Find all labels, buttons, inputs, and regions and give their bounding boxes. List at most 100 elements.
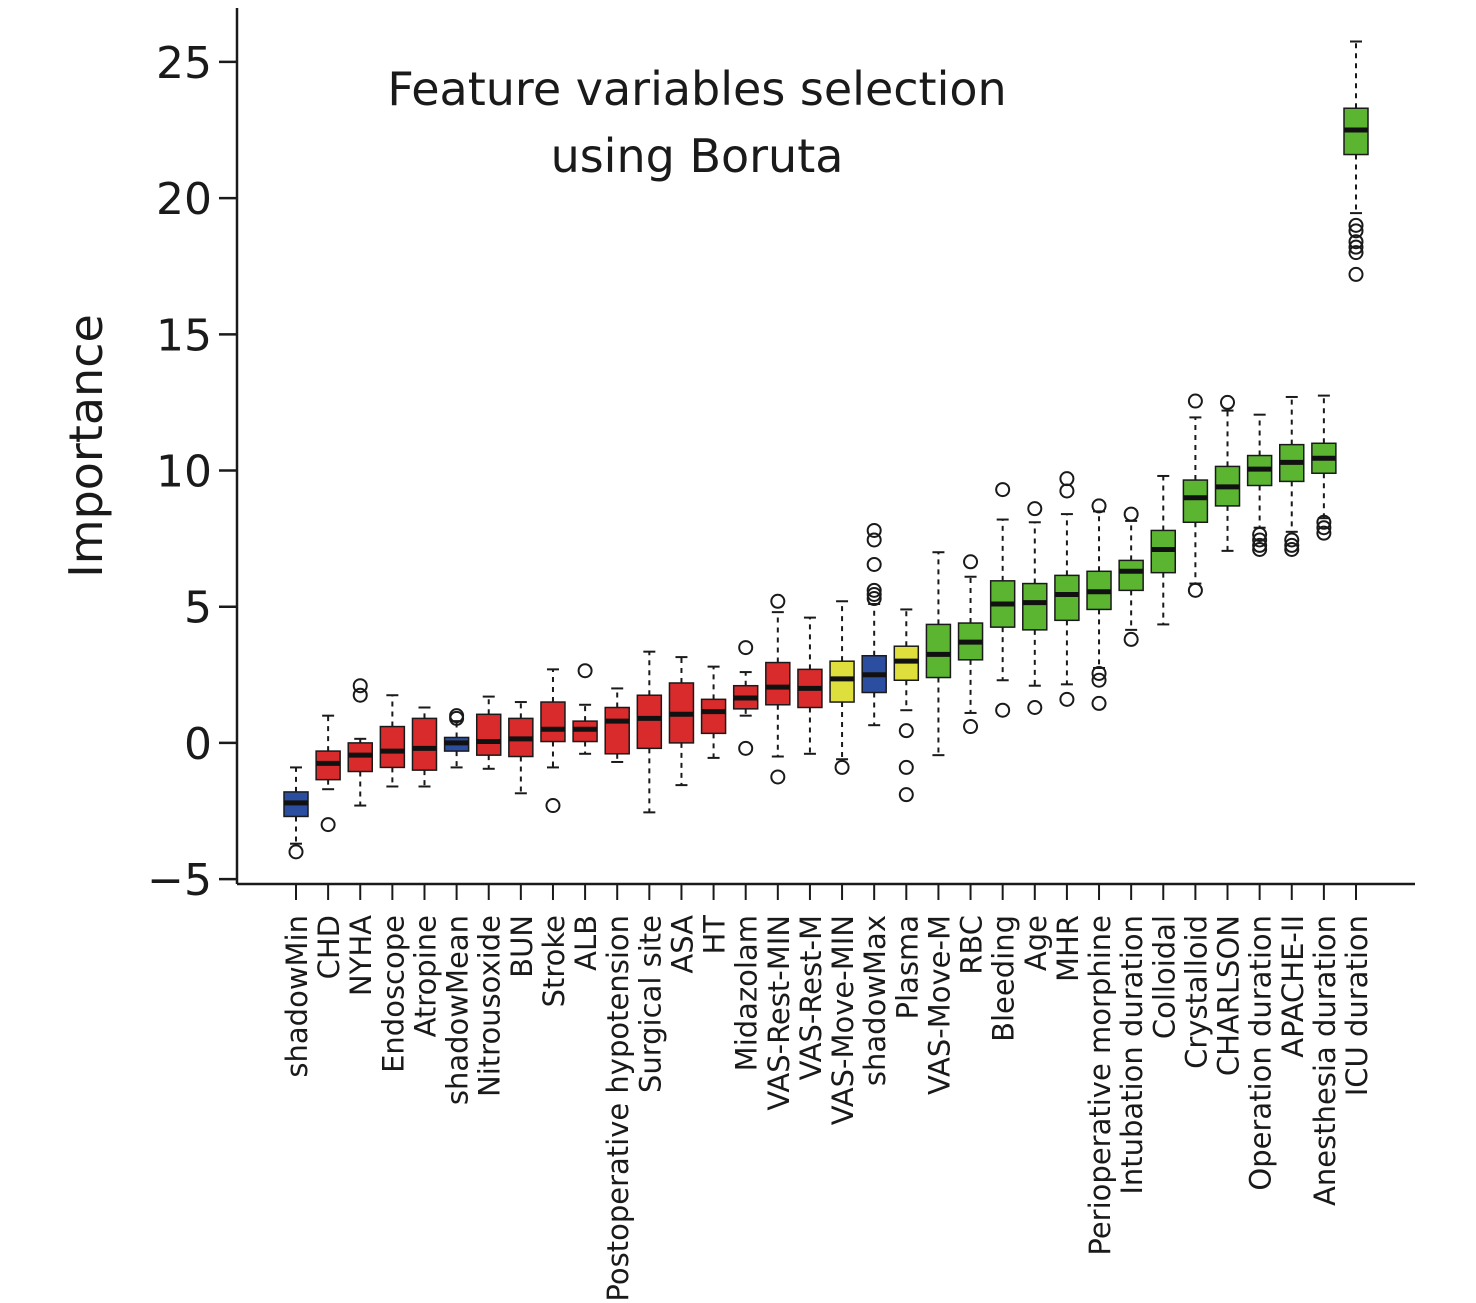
outlier: [1348, 245, 1364, 261]
chart-title: Feature variables selection: [387, 62, 1006, 116]
x-tick-label: Bleeding: [987, 915, 1021, 1042]
outlier: [834, 759, 850, 775]
outlier: [1284, 532, 1300, 548]
box: [411, 717, 438, 771]
y-tick-label: 10: [156, 447, 212, 498]
outlier: [1123, 631, 1139, 647]
outlier: [738, 640, 754, 656]
y-tick-label: −5: [147, 855, 212, 906]
y-tick-label: 15: [156, 310, 212, 361]
x-tick-label: shadowMax: [858, 915, 892, 1086]
outlier: [995, 702, 1011, 718]
outlier: [738, 740, 754, 756]
x-tick-label: BUN: [505, 915, 539, 978]
outlier: [770, 769, 786, 785]
outlier: [1252, 537, 1268, 553]
y-tick-label: 20: [156, 174, 212, 225]
outlier: [1252, 527, 1268, 543]
outlier: [1252, 542, 1268, 558]
x-tick-label: Atropine: [408, 915, 442, 1037]
y-axis-label: Importance: [59, 314, 113, 578]
box: [475, 713, 502, 756]
x-tick-label: APACHE-II: [1276, 915, 1310, 1058]
outlier: [1059, 471, 1075, 487]
outlier: [1059, 483, 1075, 499]
box: [1182, 479, 1209, 524]
x-tick-label: Stroke: [537, 915, 571, 1007]
outlier: [1091, 672, 1107, 688]
outlier: [866, 532, 882, 548]
x-tick-label: Perioperative morphine: [1083, 915, 1117, 1256]
x-tick-label: CHARLSON: [1212, 915, 1246, 1076]
x-tick-label: shadowMin: [280, 915, 314, 1078]
outlier: [866, 591, 882, 607]
outlier: [1348, 266, 1364, 282]
x-tick-label: Plasma: [890, 915, 924, 1019]
outlier: [288, 844, 304, 860]
box: [379, 725, 406, 769]
y-tick-label: 25: [156, 38, 212, 89]
outlier: [352, 687, 368, 703]
outlier: [1348, 217, 1364, 233]
outlier: [1252, 532, 1268, 548]
outlier: [449, 710, 465, 726]
box: [1054, 574, 1080, 622]
box: [700, 698, 727, 735]
box: [604, 706, 630, 755]
outlier: [866, 586, 882, 602]
outlier: [866, 522, 882, 538]
x-tick-label: Surgical site: [633, 915, 667, 1093]
outlier: [866, 582, 882, 598]
y-tick-label: 0: [184, 719, 212, 770]
x-tick-label: Age: [1019, 915, 1053, 971]
x-tick-label: ASA: [665, 915, 699, 974]
outlier: [1316, 520, 1332, 536]
x-tick-label: MHR: [1051, 915, 1085, 982]
x-tick-label: CHD: [312, 915, 346, 979]
x-tick-label: VAS-Rest-M: [794, 915, 828, 1080]
outlier: [770, 593, 786, 609]
outlier: [1027, 501, 1043, 517]
outlier: [1123, 506, 1139, 522]
x-tick-label: ICU duration: [1340, 915, 1374, 1096]
x-tick-label: Endoscope: [376, 915, 410, 1073]
outlier: [320, 817, 336, 833]
outlier: [1316, 514, 1332, 530]
outlier: [866, 556, 882, 572]
outlier: [1316, 525, 1332, 541]
outlier: [1187, 582, 1203, 598]
x-tick-label: shadowMean: [441, 915, 475, 1105]
outlier: [1027, 699, 1043, 715]
outlier: [963, 554, 979, 570]
box: [1118, 559, 1144, 592]
y-tick-label: 5: [184, 583, 212, 634]
x-tick-label: Colloidal: [1147, 915, 1181, 1039]
x-tick-label: Midazolam: [730, 915, 764, 1071]
x-tick-label: ALB: [569, 915, 603, 971]
x-tick-label: RBC: [955, 915, 989, 975]
box: [540, 701, 566, 743]
chart-title: using Boruta: [551, 129, 844, 183]
x-tick-label: Anesthesia duration: [1308, 915, 1342, 1206]
x-tick-label: VAS-Move-M: [922, 915, 956, 1095]
x-tick-label: Operation duration: [1244, 915, 1278, 1191]
outlier: [898, 723, 914, 739]
box: [1022, 582, 1048, 631]
outlier: [1348, 239, 1364, 255]
x-tick-label: Intubation duration: [1115, 915, 1149, 1195]
outlier: [1348, 223, 1364, 239]
box: [765, 661, 791, 706]
outlier: [1091, 695, 1107, 711]
x-tick-label: Postoperative hypotension: [601, 915, 635, 1299]
x-tick-label: HT: [698, 915, 732, 955]
outlier: [352, 678, 368, 694]
outlier: [1059, 691, 1075, 707]
outlier: [1284, 537, 1300, 553]
box: [925, 623, 952, 679]
outlier: [1091, 498, 1107, 514]
outlier: [1220, 394, 1236, 410]
outlier: [995, 482, 1011, 498]
outlier: [898, 787, 914, 803]
outlier: [1284, 542, 1300, 558]
